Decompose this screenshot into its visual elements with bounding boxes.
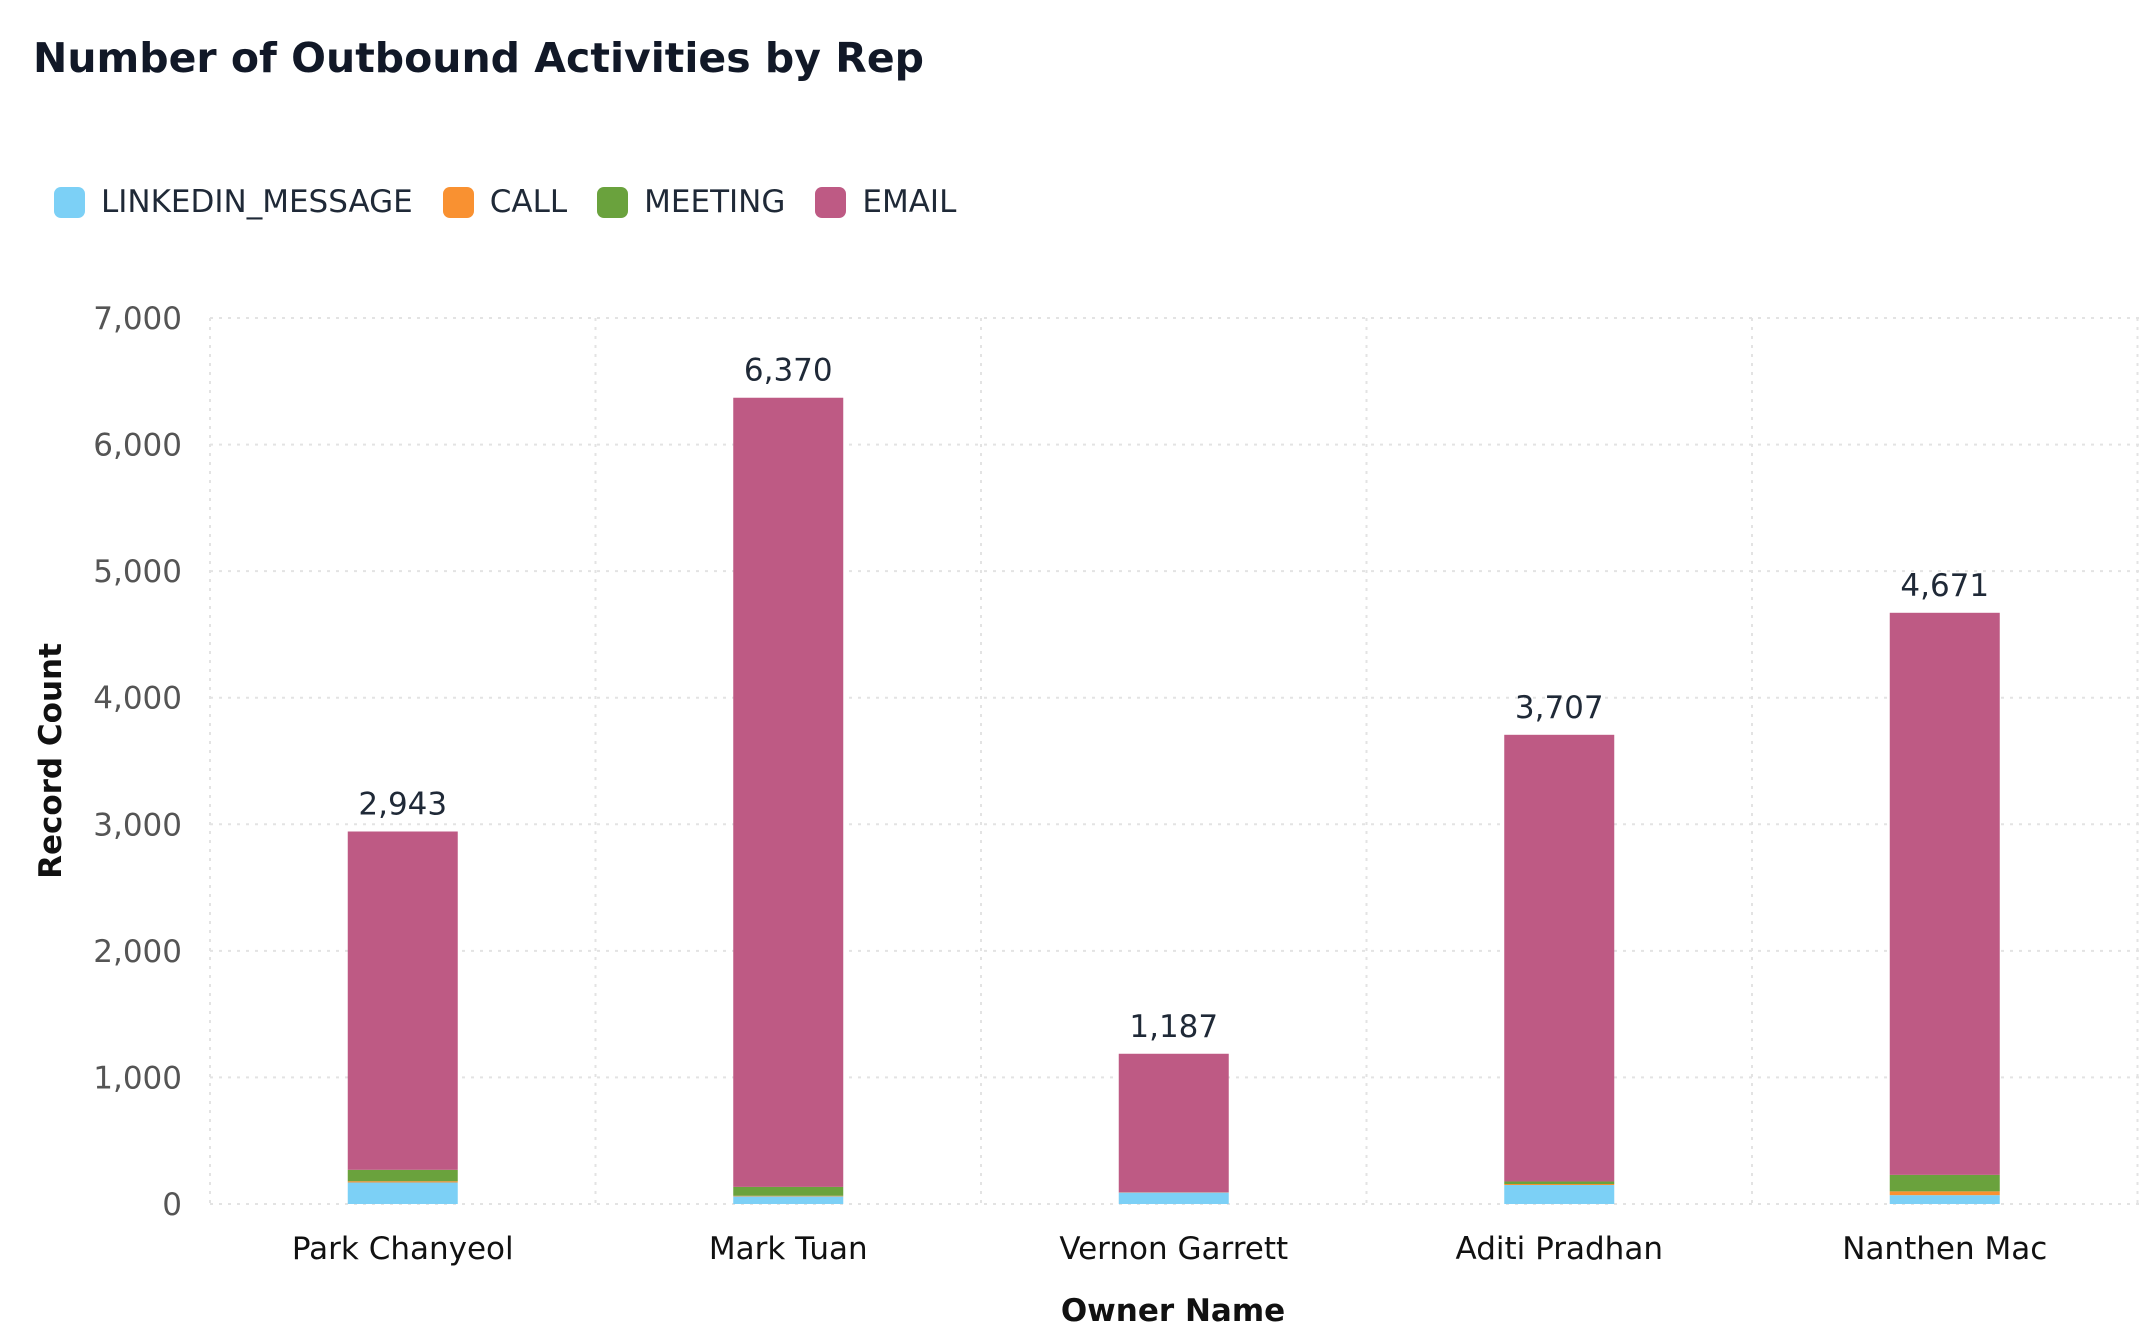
x-tick-label: Vernon Garrett — [1059, 1231, 1288, 1267]
bar-segment-email-park-chanyeol — [347, 831, 458, 1170]
bar-segment-email-mark-tuan — [733, 397, 844, 1187]
legend-label-email: EMAIL — [862, 184, 957, 220]
bar-segment-email-vernon-garrett — [1118, 1053, 1229, 1193]
bar-segment-email-nanthen-mac — [1889, 612, 2000, 1175]
bar-segment-linkedin-message-mark-tuan — [733, 1196, 844, 1204]
bar-segment-meeting-aditi-pradhan — [1504, 1181, 1615, 1185]
y-tick-label: 3,000 — [93, 807, 182, 843]
chart-legend: LINKEDIN_MESSAGE CALL MEETING EMAIL — [54, 184, 956, 220]
x-tick-label: Aditi Pradhan — [1456, 1231, 1663, 1267]
legend-swatch-linkedin-message — [54, 186, 85, 218]
x-tick-label: Nanthen Mac — [1842, 1231, 2047, 1267]
bar-segment-call-mark-tuan — [733, 1195, 844, 1197]
y-tick-label: 7,000 — [93, 301, 182, 337]
legend-swatch-call — [442, 186, 474, 218]
bar-total-label: 4,671 — [1900, 568, 1989, 604]
y-tick-label: 2,000 — [93, 934, 182, 970]
bar-segment-email-aditi-pradhan — [1504, 734, 1615, 1182]
bar-segment-meeting-park-chanyeol — [347, 1169, 458, 1182]
y-tick-label: 5,000 — [93, 554, 182, 590]
y-axis-title: Record Count — [33, 643, 69, 879]
legend-item-meeting[interactable]: MEETING — [597, 184, 785, 220]
legend-swatch-email — [815, 186, 847, 218]
bar-total-label: 1,187 — [1129, 1009, 1218, 1045]
legend-item-call[interactable]: CALL — [442, 184, 568, 220]
x-tick-label: Park Chanyeol — [292, 1231, 514, 1267]
x-axis-title: Owner Name — [1061, 1293, 1285, 1329]
y-tick-label: 6,000 — [93, 428, 182, 464]
bar-segment-linkedin-message-park-chanyeol — [347, 1182, 458, 1204]
legend-swatch-meeting — [597, 186, 629, 218]
bar-segment-meeting-mark-tuan — [733, 1186, 844, 1196]
legend-label-linkedin-message: LINKEDIN_MESSAGE — [101, 184, 413, 220]
bar-segment-meeting-nanthen-mac — [1889, 1174, 2000, 1192]
chart-title: Number of Outbound Activities by Rep — [33, 34, 924, 82]
bar-segment-linkedin-message-aditi-pradhan — [1504, 1185, 1615, 1204]
y-tick-label: 0 — [162, 1187, 182, 1223]
bar-segment-call-nanthen-mac — [1889, 1191, 2000, 1196]
legend-label-meeting: MEETING — [644, 184, 786, 220]
x-tick-label: Mark Tuan — [709, 1231, 868, 1267]
bar-segment-call-aditi-pradhan — [1504, 1184, 1615, 1186]
bar-total-label: 6,370 — [744, 353, 833, 389]
legend-item-email[interactable]: EMAIL — [815, 184, 956, 220]
bar-segment-linkedin-message-vernon-garrett — [1118, 1192, 1229, 1204]
bar-segment-call-park-chanyeol — [347, 1181, 458, 1183]
y-tick-label: 1,000 — [93, 1060, 182, 1096]
bar-total-label: 2,943 — [358, 787, 447, 823]
bar-total-label: 3,707 — [1515, 690, 1604, 726]
y-tick-label: 4,000 — [93, 681, 182, 717]
bar-segment-linkedin-message-nanthen-mac — [1889, 1195, 2000, 1204]
legend-item-linkedin-message[interactable]: LINKEDIN_MESSAGE — [54, 184, 413, 220]
legend-label-call: CALL — [489, 184, 568, 220]
